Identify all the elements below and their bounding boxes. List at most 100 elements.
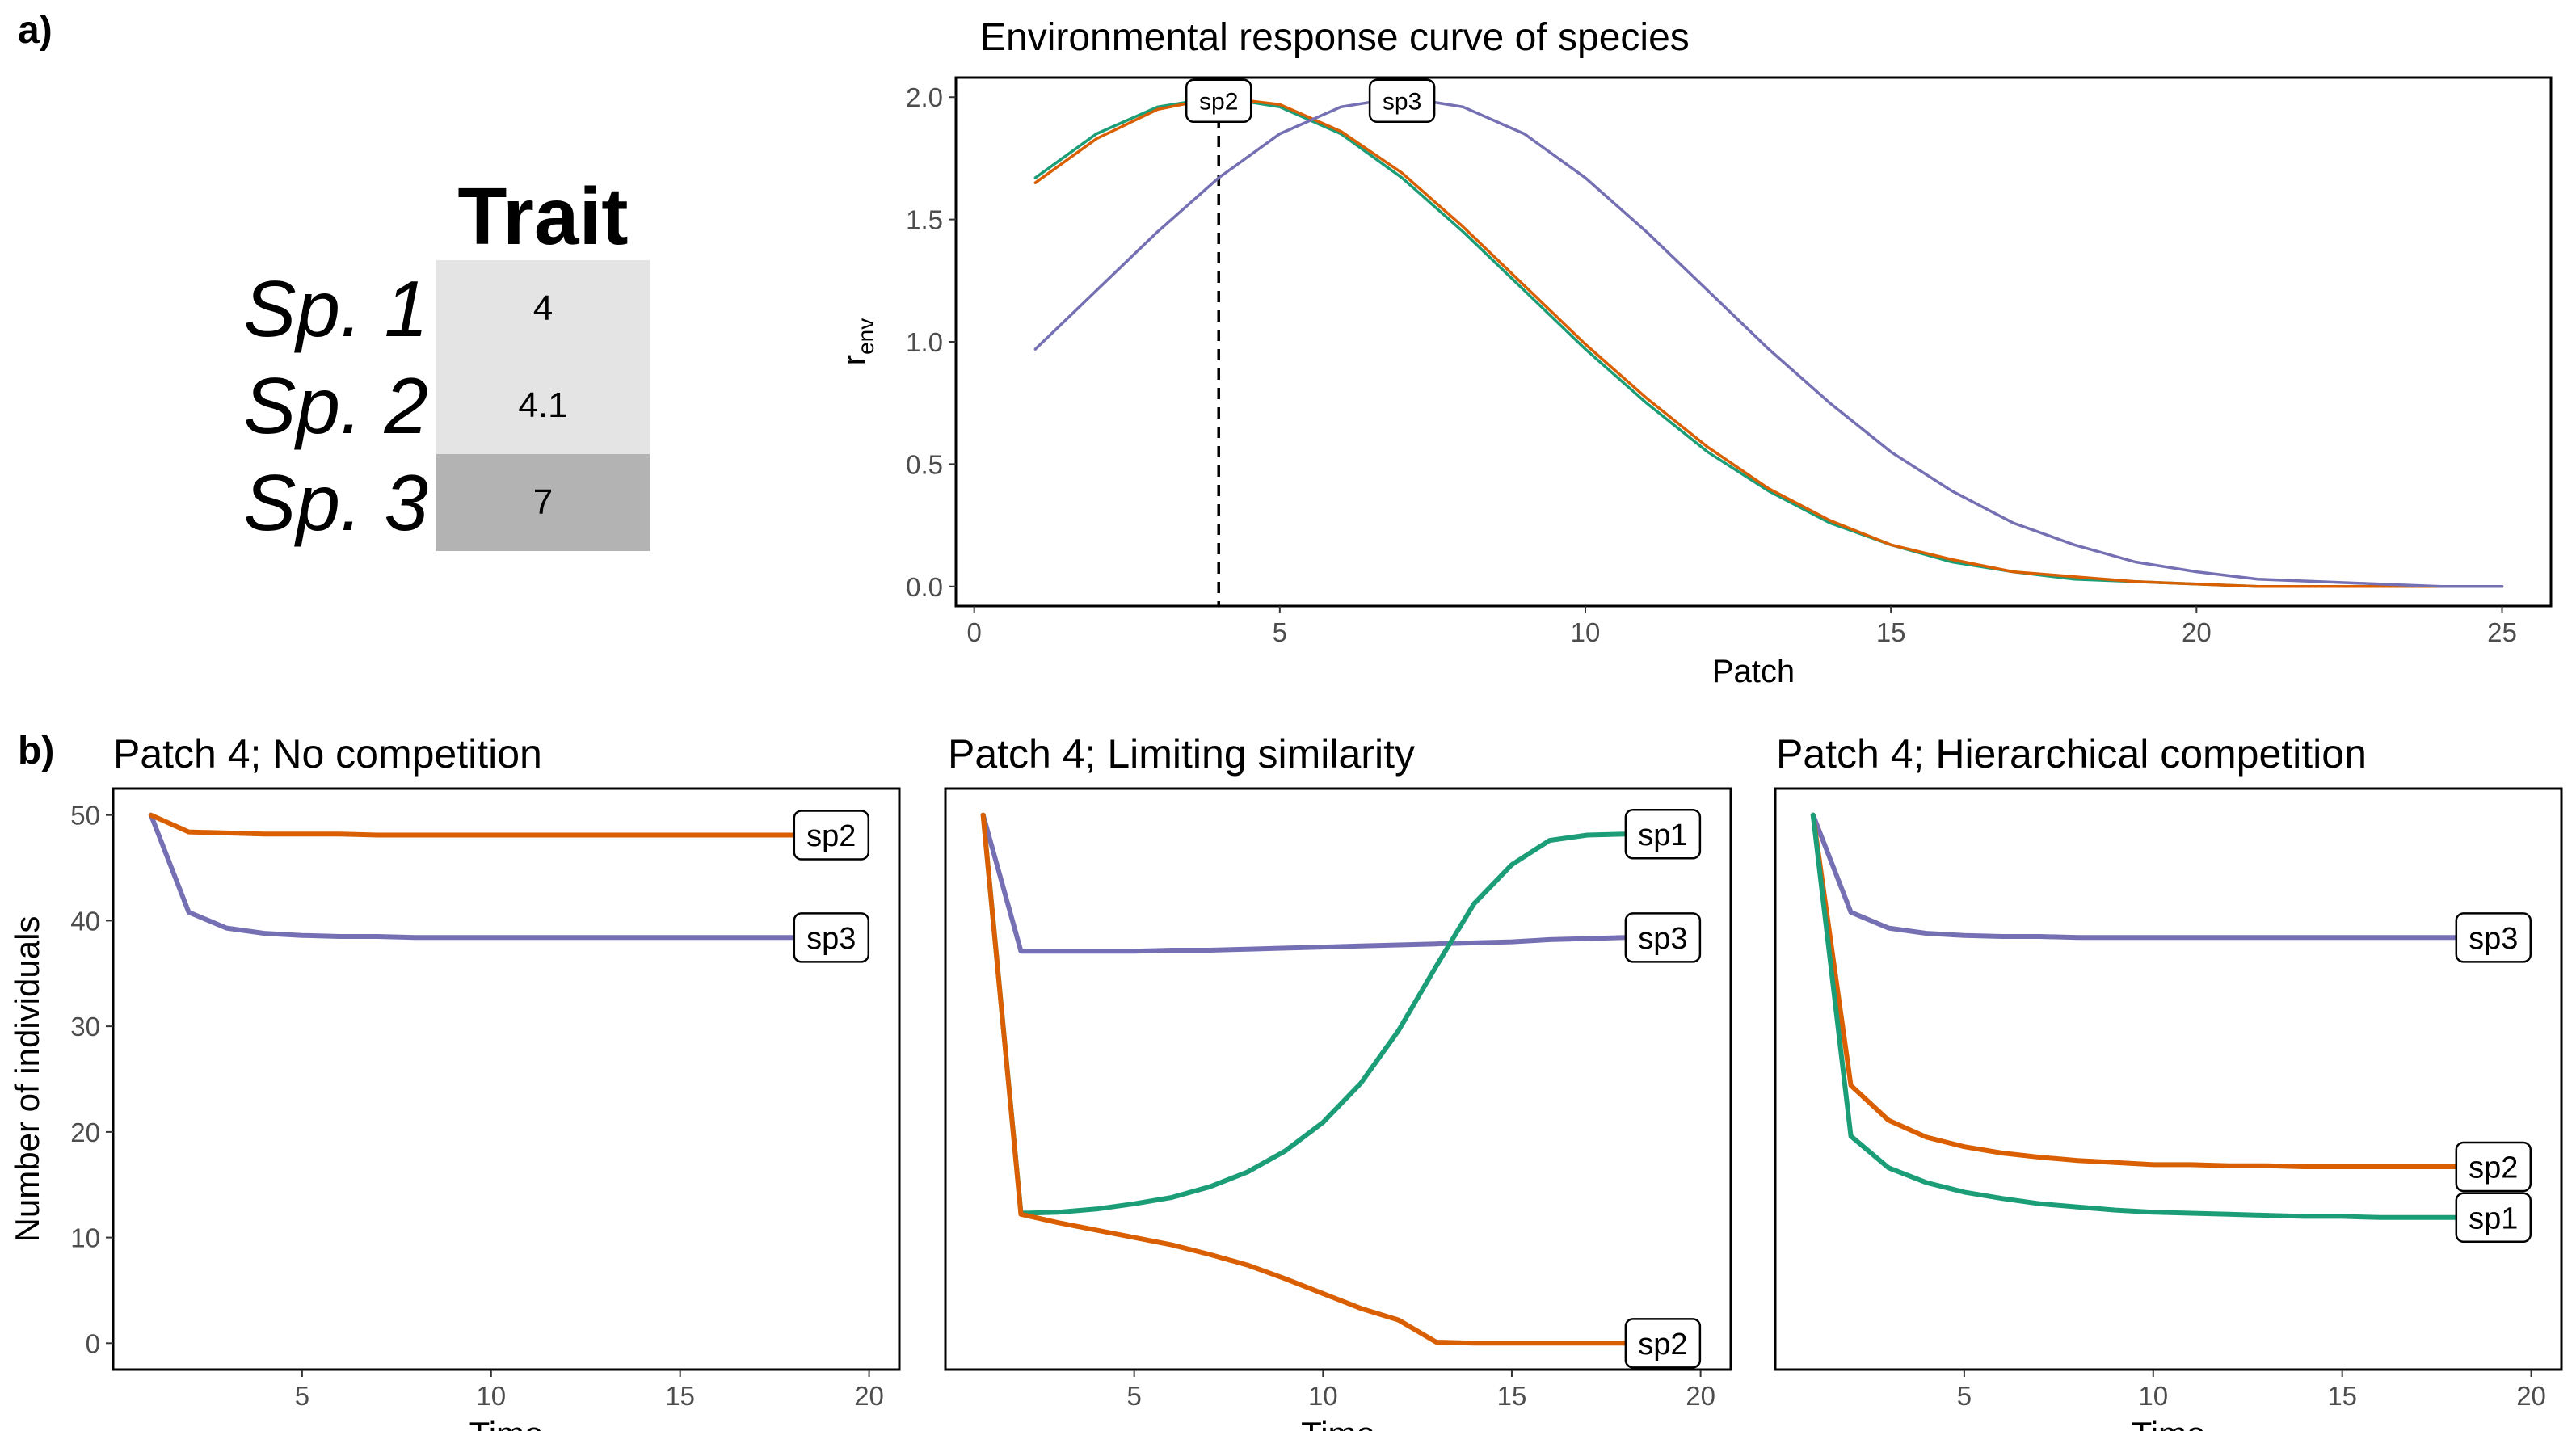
- series-label-text: sp1: [2469, 1202, 2518, 1235]
- x-tick-label: 5: [1126, 1381, 1141, 1411]
- series-line-sp2: [148, 812, 834, 838]
- series-label-box: [2455, 1192, 2532, 1244]
- trait-cell-sp2: 4.1: [436, 357, 650, 454]
- x-tick-label: 15: [665, 1381, 695, 1411]
- series-label-box: [793, 912, 870, 963]
- series-label-sp3: sp3: [1624, 912, 1702, 963]
- series-line-sp1: [1033, 95, 2504, 588]
- plot-border: [954, 76, 2553, 608]
- series-label-sp1: sp1: [1624, 808, 1702, 860]
- x-tick-label: 5: [1957, 1381, 1972, 1411]
- trait-cell-sp3: 7: [436, 454, 650, 551]
- x-tick-label: 15: [2327, 1381, 2357, 1411]
- series-line-sp2: [1033, 95, 2504, 588]
- series-label-box: [1185, 78, 1252, 124]
- series-label-sp3: sp3: [2455, 912, 2532, 963]
- x-tick-label: 20: [2516, 1381, 2546, 1411]
- panel-label-b: b): [18, 730, 55, 772]
- series-label-sp2: sp2: [2455, 1141, 2532, 1193]
- series-label-box: [793, 810, 870, 861]
- chart-b1: Patch 4; No competition 5 10 15 20 0 10 20 30 40 5…: [8, 731, 901, 1431]
- x-tick-label: 20: [854, 1381, 884, 1411]
- series-label-sp1: sp1: [2455, 1192, 2532, 1244]
- trait-table-header: Trait: [457, 171, 629, 262]
- series-line-sp3: [1810, 812, 2496, 941]
- series-line-sp1: [980, 812, 1665, 1216]
- y-tick-label: 30: [70, 1012, 100, 1042]
- y-tick-label: 50: [70, 801, 100, 831]
- y-tick-label: 0.0: [906, 572, 943, 602]
- trait-row-label-sp2: Sp. 2: [243, 361, 428, 450]
- y-tick-label: 0.5: [906, 449, 943, 479]
- x-tick-label: 0: [967, 617, 982, 647]
- series-label-sp2: sp2: [1185, 78, 1252, 124]
- chart-b3: Patch 4; Hierarchical competition 5 10 15 20…: [1774, 731, 2563, 1431]
- x-axis-label: Time: [469, 1415, 544, 1431]
- x-tick-label: 15: [1497, 1381, 1527, 1411]
- series-label-text: sp2: [1638, 1328, 1687, 1362]
- y-tick-label: 10: [70, 1223, 100, 1253]
- trait-row-label-sp1: Sp. 1: [243, 264, 428, 353]
- x-tick-label: 10: [476, 1381, 506, 1411]
- panel-label-a: a): [18, 9, 53, 52]
- y-tick-label: 20: [70, 1117, 100, 1147]
- series-label-box: [2455, 912, 2532, 963]
- trait-cell-sp1: 4: [436, 260, 650, 357]
- y-axis-label: Number of individuals: [8, 916, 46, 1243]
- chart-title: Patch 4; Hierarchical competition: [1776, 731, 2367, 777]
- x-tick-label: 10: [2138, 1381, 2168, 1411]
- series-line-sp2: [1810, 812, 2496, 1169]
- series-label-box: [1624, 912, 1702, 963]
- plot-border: [1774, 787, 2563, 1371]
- x-tick-label: 10: [1308, 1381, 1338, 1411]
- x-tick-label: 5: [1273, 617, 1287, 647]
- chart-env: Environmental response curve of species 0…: [837, 16, 2553, 689]
- series-label-text: sp2: [806, 819, 856, 853]
- x-tick-label: 20: [2182, 617, 2212, 647]
- series-line-sp3: [980, 812, 1665, 954]
- series-label-box: [1624, 1318, 1702, 1369]
- chart-b2: Patch 4; Limiting similarity 5 10 15 20 Time s…: [944, 731, 1732, 1431]
- series-line-sp3: [148, 812, 834, 941]
- y-tick-label: 2.0: [906, 82, 943, 112]
- x-tick-label: 10: [1571, 617, 1601, 647]
- series-label-text: sp1: [1638, 819, 1687, 852]
- y-tick-label: 1.0: [906, 327, 943, 357]
- chart-title: Environmental response curve of species: [980, 16, 1690, 59]
- y-tick-label: 1.5: [906, 205, 943, 235]
- series-label-sp3: sp3: [793, 912, 870, 963]
- series-label-box: [1368, 78, 1436, 124]
- y-axis-label: renv: [837, 318, 878, 365]
- series-label-box: [2455, 1141, 2532, 1193]
- series-line-sp1: [1810, 812, 2496, 1220]
- series-label-sp2: sp2: [1624, 1318, 1702, 1369]
- x-axis-label: Time: [2132, 1415, 2206, 1431]
- plot-border: [112, 787, 901, 1371]
- series-label-sp2: sp2: [793, 810, 870, 861]
- series-label-text: sp3: [1638, 922, 1687, 956]
- x-tick-label: 20: [1686, 1381, 1715, 1411]
- y-axis-label-sub: env: [853, 318, 878, 355]
- x-tick-label: 5: [295, 1381, 309, 1411]
- y-axis-label-main: r: [837, 355, 873, 365]
- series-label-text: sp2: [2469, 1151, 2518, 1185]
- series-label-text: sp3: [1383, 89, 1421, 116]
- series-label-text: sp2: [1199, 89, 1238, 116]
- series-line-sp2: [980, 812, 1665, 1346]
- series-label-text: sp3: [806, 922, 856, 956]
- trait-row-label-sp3: Sp. 3: [243, 458, 428, 547]
- x-axis-label: Patch: [1712, 654, 1795, 689]
- chart-title: Patch 4; Limiting similarity: [948, 731, 1415, 777]
- plot-border: [944, 787, 1732, 1371]
- y-tick-label: 40: [70, 906, 100, 936]
- chart-title: Patch 4; No competition: [113, 731, 542, 777]
- x-tick-label: 25: [2487, 617, 2517, 647]
- series-label-box: [1624, 808, 1702, 860]
- series-label-text: sp3: [2469, 922, 2518, 956]
- x-axis-label: Time: [1301, 1415, 1375, 1431]
- y-tick-label: 0: [86, 1328, 100, 1358]
- series-line-sp3: [1033, 95, 2504, 588]
- x-tick-label: 15: [1876, 617, 1906, 647]
- series-label-sp3: sp3: [1368, 78, 1436, 124]
